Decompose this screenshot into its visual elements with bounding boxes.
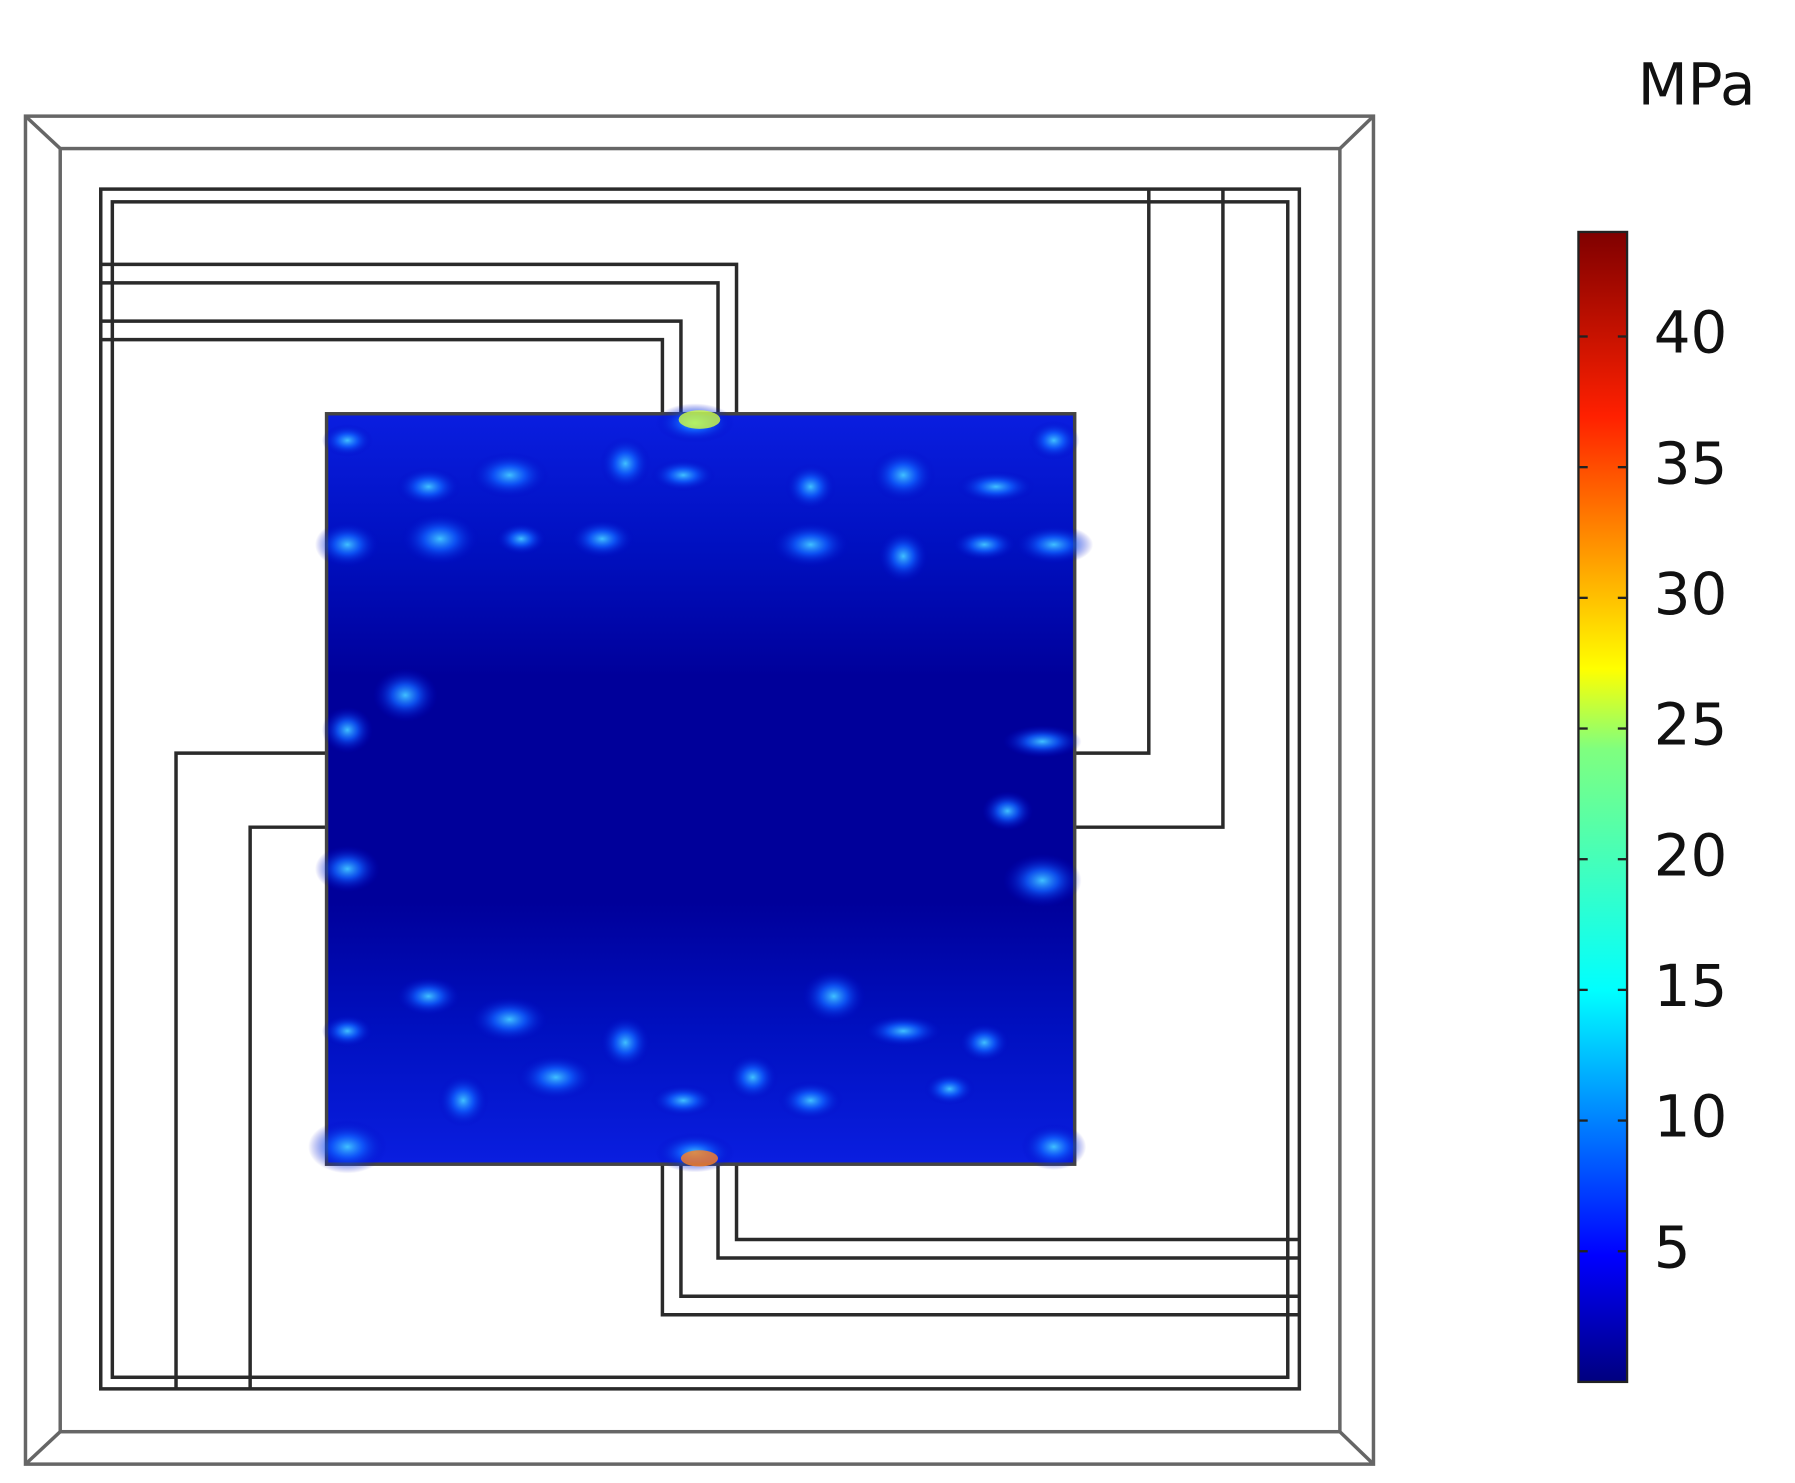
stress-spot [956,470,1036,503]
stress-spot [372,668,438,722]
stress-spot [924,1072,976,1106]
stress-spot [470,996,549,1043]
stress-spot [308,1120,387,1174]
colorbar-tick-label: 15 [1654,952,1728,1020]
stress-spot [951,528,1017,561]
stress-spot [314,845,380,893]
stress-spot [314,521,380,568]
stress-spot [877,529,929,583]
colorbar-tick-label: 35 [1654,429,1728,497]
colorbar-tick-label: 40 [1654,299,1728,367]
stress-spot [396,467,461,507]
stress-hotspot [678,410,721,429]
stress-spot [400,512,480,566]
stress-spot [870,448,936,502]
stress-spot [599,436,651,491]
stress-spot [650,458,716,492]
colorbar-tick-label: 5 [1654,1213,1691,1281]
frame [23,114,1376,1466]
colorbar: MPa 5 10 15 20 25 30 35 40 [1577,50,1756,1384]
stress-spot [801,969,867,1023]
colorbar-tick-label: 25 [1654,691,1728,759]
stress-spot [470,451,549,499]
stress-spot [982,791,1033,831]
stress-spot [1014,524,1094,565]
colorbar-scale [1577,230,1629,1384]
wires [100,189,1300,1389]
stress-spot [863,1014,943,1048]
colorbar-tick-label: 10 [1654,1083,1728,1151]
stress-spot [569,519,635,559]
stress-spot [321,706,373,754]
stress-spot [495,522,547,556]
stress-spot [599,1015,651,1070]
stress-spot [785,463,837,510]
stress-spot [958,1022,1010,1063]
stress-spot [437,1073,489,1128]
stress-spot [1002,853,1082,908]
stress-hotspot [680,1150,718,1167]
stress-spot [516,1054,596,1101]
colorbar-tick-label: 20 [1654,821,1728,889]
stress-spot [1002,725,1082,758]
stress-spot [321,424,373,457]
stress-spot [771,521,851,568]
stress-field [308,403,1094,1174]
stress-spot [727,1054,779,1101]
stress-spot [321,1014,373,1048]
stress-spot [396,976,461,1016]
colorbar-tick-label: 30 [1654,560,1728,628]
colorbar-unit: MPa [1638,50,1756,118]
stress-spot [650,1084,716,1117]
stress-spot [778,1080,844,1121]
stress-spot [1028,420,1080,461]
stress-spot [1021,1123,1087,1170]
